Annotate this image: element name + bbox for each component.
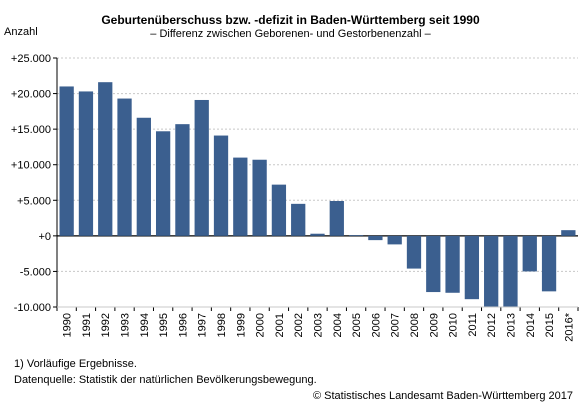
x-tick-label: 2011 (467, 313, 479, 337)
x-tick-label: 2013 (505, 313, 517, 337)
x-tick-label: 2010 (448, 313, 460, 337)
x-tick-label: 1996 (177, 313, 189, 337)
x-tick-label: 2005 (351, 313, 363, 337)
axis-layer: +25.000 +20.000 +15.000 +10.000 +5.000 +0 -5.0… (11, 53, 579, 342)
bar-1990 (59, 86, 74, 236)
x-tick-label: 1991 (81, 313, 93, 337)
x-tick-label: 2000 (255, 313, 267, 337)
bar-layer (59, 82, 576, 307)
bar-1993 (117, 98, 132, 236)
bar-1999 (233, 157, 248, 236)
x-tick-label: 2016* (563, 312, 575, 341)
x-tick-label: 1993 (120, 313, 132, 337)
x-tick-label: 1992 (100, 313, 112, 337)
x-tick-label: 2001 (274, 313, 286, 337)
bar-2012 (484, 235, 499, 307)
bar-2003 (310, 233, 325, 236)
bar-1991 (78, 91, 94, 236)
x-tick-label: 2014 (525, 313, 537, 337)
bar-2007 (387, 235, 402, 245)
copyright: © Statistisches Landesamt Baden-Württemb… (312, 390, 573, 402)
bar-2009 (426, 235, 441, 293)
chart-subtitle: – Differenz zwischen Geborenen- und Gest… (150, 28, 431, 40)
bar-2008 (406, 235, 422, 269)
x-tick-label: 2008 (409, 313, 421, 337)
bar-1996 (175, 124, 190, 236)
bar-2011 (464, 235, 480, 300)
bar-2014 (522, 235, 537, 272)
x-tick-label: 2015 (544, 313, 556, 337)
y-tick-label: +0 (38, 231, 51, 243)
y-tick-label: +10.000 (11, 160, 51, 172)
y-tick-label: +5.000 (17, 195, 51, 207)
bar-1997 (194, 99, 209, 236)
bar-2004 (329, 200, 344, 236)
bar-1994 (136, 117, 151, 236)
chart-title: Geburtenüberschuss bzw. -defizit in Bade… (101, 13, 480, 27)
x-tick-label: 2006 (370, 313, 382, 337)
bar-2013 (503, 235, 518, 307)
x-tick-label: 2012 (486, 313, 498, 337)
x-tick-label: 2004 (332, 313, 344, 337)
y-tick-label: +20.000 (11, 89, 51, 101)
bar-2001 (271, 184, 287, 236)
x-tick-label: 1998 (216, 313, 228, 337)
bar-2005 (348, 235, 364, 236)
x-tick-label: 1997 (197, 313, 209, 337)
x-tick-label: 1999 (235, 313, 247, 337)
y-tick-label: +25.000 (11, 53, 51, 65)
bar-1995 (155, 131, 171, 236)
x-tick-label: 1990 (62, 313, 74, 337)
bar-2016 (561, 230, 576, 236)
bar-2015 (541, 235, 557, 292)
bar-1992 (98, 82, 113, 236)
x-tick-label: 2009 (428, 313, 440, 337)
x-tick-label: 2007 (390, 313, 402, 337)
x-tick-label: 2003 (313, 313, 325, 337)
y-tick-label: -10.000 (14, 302, 51, 314)
bar-1998 (213, 135, 229, 236)
footnote: 1) Vorläufige Ergebnisse. (14, 358, 137, 370)
x-tick-label: 2002 (293, 313, 305, 337)
bar-2010 (445, 235, 460, 293)
bar-2000 (252, 159, 267, 236)
bar-2002 (291, 203, 306, 236)
x-tick-label: 1995 (158, 313, 170, 337)
x-tick-label: 1994 (139, 313, 151, 337)
y-axis-label: Anzahl (4, 26, 38, 38)
y-tick-label: -5.000 (20, 266, 51, 278)
y-tick-label: +15.000 (11, 124, 51, 136)
grid-layer (57, 57, 578, 308)
bar-2006 (368, 235, 383, 241)
source-note: Datenquelle: Statistik der natürlichen B… (14, 374, 317, 386)
